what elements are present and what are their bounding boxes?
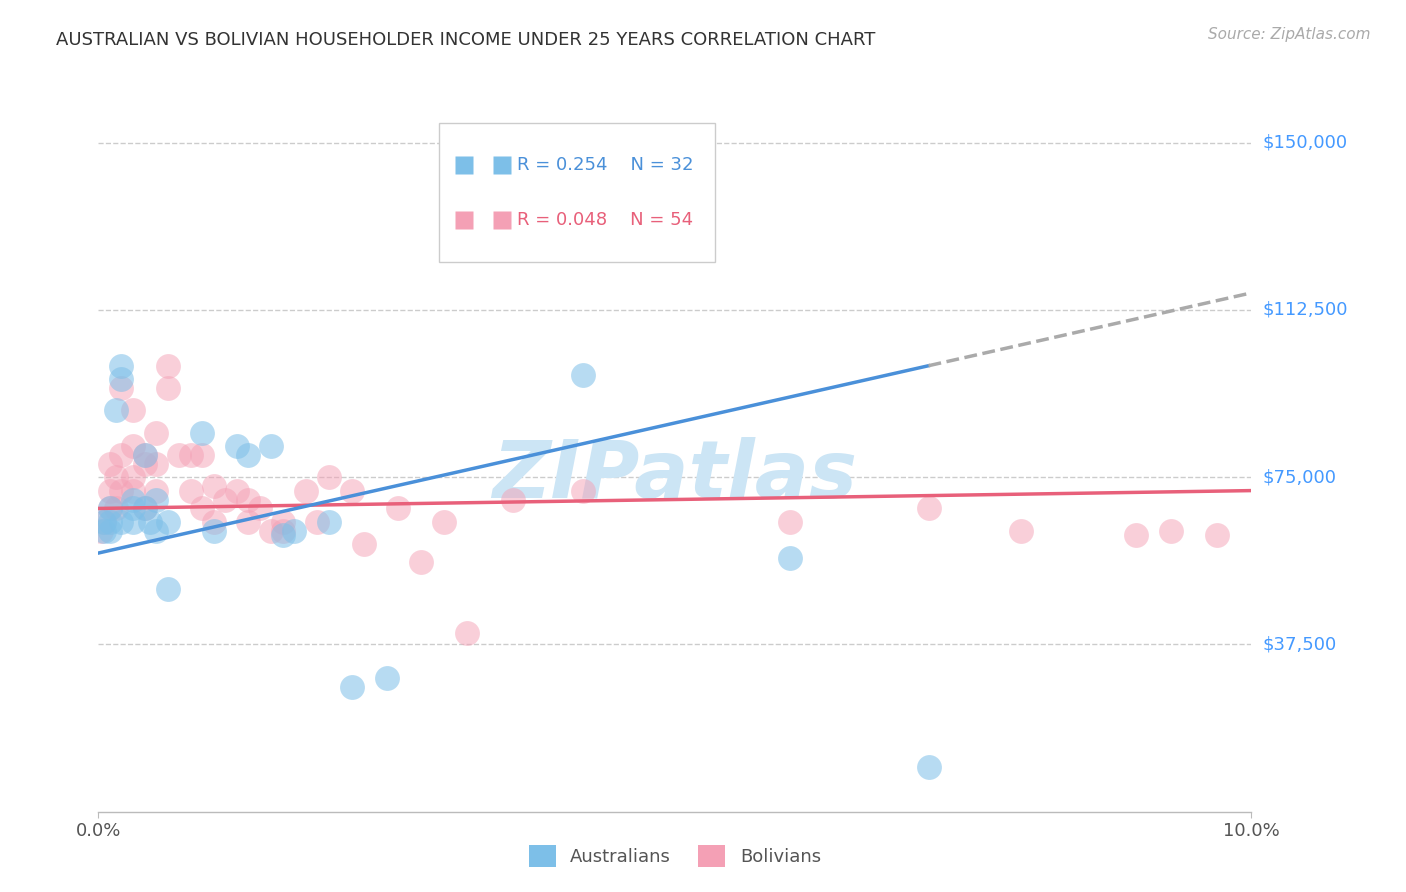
Text: $37,500: $37,500 [1263, 635, 1337, 654]
Point [122, 470, 145, 484]
Point [145, 524, 167, 538]
Point [93, 515, 115, 529]
Point [134, 501, 156, 516]
Point [271, 524, 294, 538]
Point [180, 448, 202, 462]
Point [191, 425, 214, 440]
Point [1125, 528, 1147, 542]
Point [110, 372, 132, 386]
Point [110, 448, 132, 462]
Point [134, 448, 156, 462]
Point [202, 479, 225, 493]
Point [353, 537, 375, 551]
Point [110, 483, 132, 498]
Point [779, 550, 801, 565]
Point [340, 680, 363, 694]
Point [202, 524, 225, 538]
Point [225, 439, 247, 453]
Point [456, 626, 478, 640]
Point [93, 524, 115, 538]
Point [122, 492, 145, 507]
Point [90, 524, 112, 538]
Point [295, 483, 318, 498]
Point [122, 515, 145, 529]
Point [202, 515, 225, 529]
Point [271, 528, 294, 542]
Point [1205, 528, 1227, 542]
Point [98, 515, 121, 529]
Point [571, 483, 593, 498]
Legend: Australians, Bolivians: Australians, Bolivians [522, 838, 828, 874]
Text: $112,500: $112,500 [1263, 301, 1348, 319]
Point [145, 425, 167, 440]
Text: AUSTRALIAN VS BOLIVIAN HOUSEHOLDER INCOME UNDER 25 YEARS CORRELATION CHART: AUSTRALIAN VS BOLIVIAN HOUSEHOLDER INCOM… [56, 31, 876, 49]
Point [571, 368, 593, 382]
Point [283, 524, 305, 538]
FancyBboxPatch shape [439, 123, 716, 262]
Point [156, 381, 179, 395]
Point [122, 403, 145, 417]
Point [98, 524, 121, 538]
Point [145, 457, 167, 471]
Text: R = 0.254    N = 32: R = 0.254 N = 32 [517, 156, 693, 174]
Point [779, 515, 801, 529]
Point [98, 501, 121, 516]
Text: R = 0.048    N = 54: R = 0.048 N = 54 [517, 211, 693, 229]
Point [1010, 524, 1032, 538]
Point [375, 671, 398, 685]
Point [271, 515, 294, 529]
Point [214, 492, 236, 507]
Text: ZIPatlas: ZIPatlas [492, 437, 858, 516]
Point [98, 483, 121, 498]
Point [238, 515, 260, 529]
Point [110, 381, 132, 395]
Point [433, 515, 456, 529]
Point [225, 483, 247, 498]
Point [122, 439, 145, 453]
Point [307, 515, 329, 529]
Point [110, 359, 132, 373]
Point [318, 470, 340, 484]
Point [191, 501, 214, 516]
Point [145, 483, 167, 498]
Text: $150,000: $150,000 [1263, 134, 1347, 152]
Point [917, 501, 939, 516]
Point [134, 501, 156, 516]
Point [122, 501, 145, 516]
Text: $75,000: $75,000 [1263, 468, 1337, 486]
Point [238, 492, 260, 507]
Point [318, 515, 340, 529]
Point [110, 515, 132, 529]
Point [249, 501, 271, 516]
Point [260, 524, 283, 538]
Point [180, 483, 202, 498]
Point [122, 483, 145, 498]
Point [167, 448, 190, 462]
Point [387, 501, 409, 516]
Point [134, 457, 156, 471]
Point [411, 555, 433, 569]
Point [191, 448, 214, 462]
Point [238, 448, 260, 462]
Point [134, 448, 156, 462]
Point [139, 515, 162, 529]
Point [145, 492, 167, 507]
Point [98, 501, 121, 516]
Point [340, 483, 363, 498]
Point [104, 470, 127, 484]
Point [917, 760, 939, 774]
Point [156, 359, 179, 373]
Point [502, 492, 524, 507]
Point [1160, 524, 1182, 538]
Point [260, 439, 283, 453]
Point [156, 582, 179, 596]
Point [93, 515, 115, 529]
Point [104, 501, 127, 516]
Point [98, 457, 121, 471]
Point [104, 403, 127, 417]
Text: Source: ZipAtlas.com: Source: ZipAtlas.com [1208, 27, 1371, 42]
Point [156, 515, 179, 529]
